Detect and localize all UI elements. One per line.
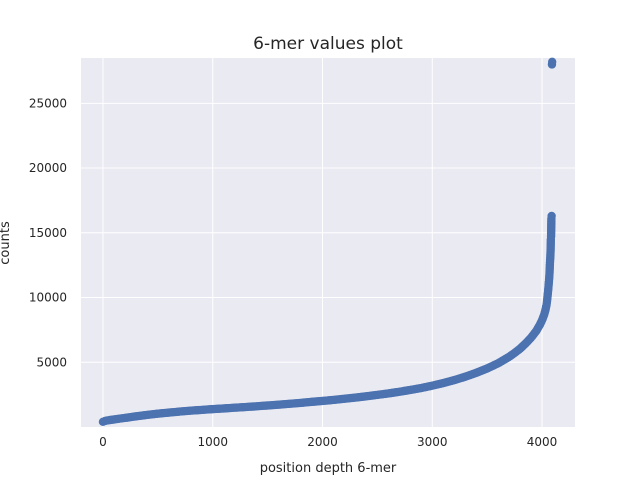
- chart-title: 6-mer values plot: [253, 34, 403, 54]
- y-axis-label: counts: [0, 221, 13, 265]
- data-points: [98, 57, 557, 427]
- y-tick-label: 25000: [29, 96, 67, 110]
- grid-lines: [81, 58, 575, 427]
- y-tick-label: 20000: [29, 161, 67, 175]
- y-axis-ticks: 5000 10000 15000 20000 25000: [29, 96, 67, 369]
- y-tick-label: 5000: [36, 355, 67, 369]
- x-tick-label: 0: [99, 435, 107, 449]
- data-point: [547, 57, 557, 67]
- x-tick-label: 3000: [417, 435, 448, 449]
- y-tick-label: 15000: [29, 226, 67, 240]
- x-axis-ticks: 0 1000 2000 3000 4000: [99, 435, 557, 449]
- plot-area: [81, 58, 575, 427]
- y-tick-label: 10000: [29, 291, 67, 305]
- x-tick-label: 1000: [197, 435, 228, 449]
- data-point: [547, 211, 556, 221]
- x-tick-label: 2000: [307, 435, 338, 449]
- x-tick-label: 4000: [527, 435, 558, 449]
- x-axis-label: position depth 6-mer: [260, 461, 397, 476]
